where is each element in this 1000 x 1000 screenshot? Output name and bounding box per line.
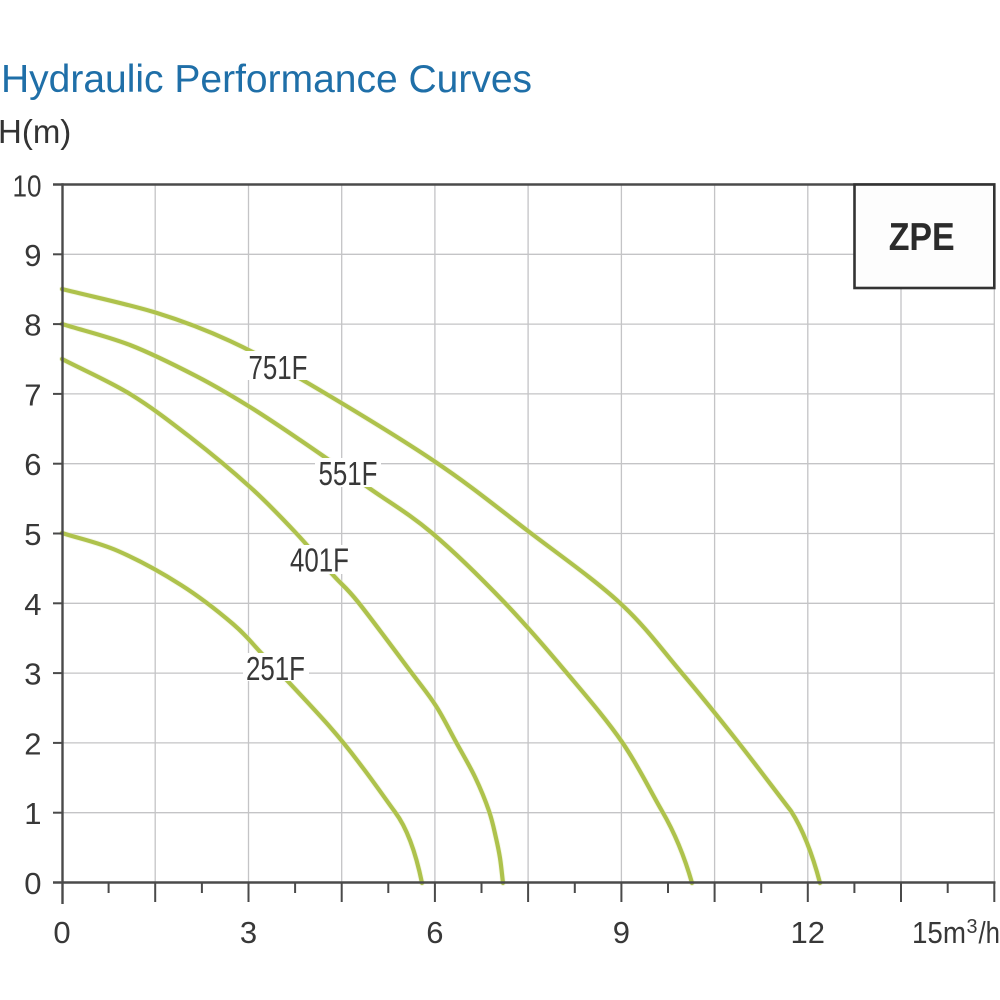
svg-text:H(m): H(m): [0, 113, 71, 150]
svg-text:4: 4: [24, 587, 41, 622]
svg-text:5: 5: [24, 517, 41, 552]
svg-text:3: 3: [240, 915, 257, 950]
svg-text:8: 8: [24, 308, 41, 343]
svg-text:3: 3: [967, 916, 978, 938]
svg-text:9: 9: [613, 915, 630, 950]
svg-text:12: 12: [791, 915, 825, 950]
svg-text:Hydraulic Performance Curves: Hydraulic Performance Curves: [1, 58, 532, 101]
svg-text:/h: /h: [979, 915, 1000, 950]
svg-text:6: 6: [426, 915, 443, 950]
svg-text:7: 7: [24, 377, 41, 412]
svg-text:9: 9: [24, 238, 41, 273]
svg-text:6: 6: [24, 447, 41, 482]
svg-text:551F: 551F: [319, 455, 378, 492]
svg-text:251F: 251F: [246, 650, 305, 687]
svg-text:15m: 15m: [912, 915, 966, 950]
svg-text:751F: 751F: [249, 349, 308, 386]
svg-text:401F: 401F: [290, 542, 349, 579]
svg-text:1: 1: [24, 796, 41, 831]
svg-text:10: 10: [13, 169, 42, 204]
svg-text:ZPE: ZPE: [889, 216, 955, 259]
svg-text:2: 2: [24, 726, 41, 761]
svg-text:3: 3: [24, 657, 41, 692]
svg-text:0: 0: [24, 866, 41, 901]
svg-text:0: 0: [53, 915, 70, 950]
